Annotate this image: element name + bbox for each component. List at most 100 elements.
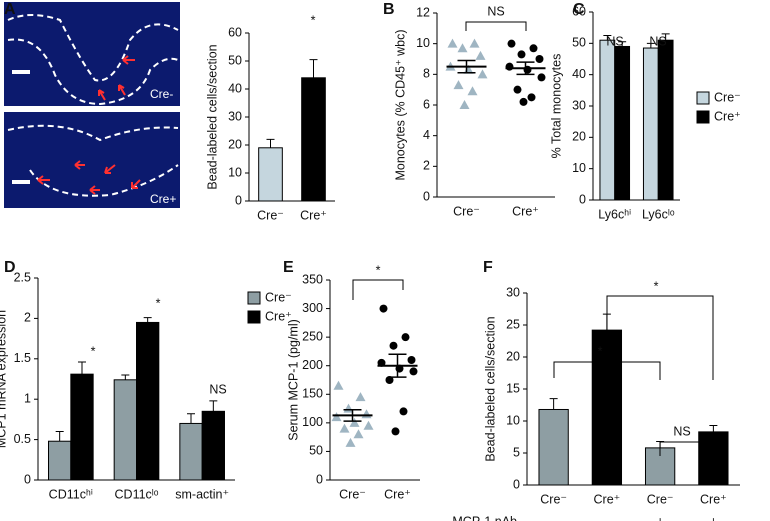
data-point <box>507 39 516 48</box>
legend-label: Cre⁻ <box>714 90 741 104</box>
y-tick-label: 0 <box>513 477 520 491</box>
y-tick-label: 2.5 <box>14 270 31 284</box>
y-tick-label: 60 <box>572 4 586 18</box>
x-tick-label: Cre⁺ <box>700 492 727 506</box>
y-tick-label: 20 <box>228 137 242 151</box>
legend-swatch <box>247 291 261 305</box>
data-point <box>513 85 522 94</box>
bar <box>657 39 674 201</box>
y-tick-label: 2 <box>423 159 430 173</box>
data-point <box>457 43 468 53</box>
bar <box>48 440 72 481</box>
bar <box>113 379 137 481</box>
y-tick-label: 150 <box>302 387 323 401</box>
data-point <box>453 80 464 90</box>
y-tick-label: 60 <box>228 25 242 39</box>
annotation: NS <box>209 382 226 396</box>
bar <box>70 373 94 481</box>
bar <box>698 431 729 486</box>
significance-bracket <box>659 441 714 456</box>
y-tick-label: 20 <box>572 130 586 144</box>
annotation: * <box>654 279 659 293</box>
sem-whisker <box>516 61 535 76</box>
y-tick-label: 10 <box>416 36 430 50</box>
y-tick-label: 6 <box>423 97 430 111</box>
y-tick-label: 0.5 <box>14 432 31 446</box>
annotation: * <box>156 296 161 310</box>
data-point <box>345 437 356 447</box>
bar <box>301 77 326 202</box>
data-point <box>519 97 528 106</box>
data-point <box>361 409 372 419</box>
y-tick-label: 5 <box>513 445 520 459</box>
y-tick-label: 15 <box>506 381 520 395</box>
panel-label: A <box>4 1 16 18</box>
row-value: + <box>656 514 663 521</box>
tissue-outline <box>7 38 179 106</box>
y-tick-label: 40 <box>228 81 242 95</box>
legend-label: Cre⁺ <box>265 309 292 323</box>
annotation: NS <box>673 424 690 438</box>
scale-bar <box>12 180 30 184</box>
data-point <box>391 427 400 436</box>
row-value: + <box>710 514 717 521</box>
significance-bracket <box>352 279 404 300</box>
sem-whisker <box>388 353 407 378</box>
bar <box>599 39 616 201</box>
image-label: Cre- <box>150 87 173 101</box>
significance-bracket <box>465 21 527 31</box>
annotation: * <box>91 344 96 358</box>
sem-whisker <box>457 59 476 74</box>
y-tick-label: 50 <box>228 53 242 67</box>
x-tick-label: CD11cˡᵒ <box>115 487 159 501</box>
y-tick-label: 10 <box>506 413 520 427</box>
x-tick-label: Cre⁻ <box>540 492 567 506</box>
y-tick-label: 350 <box>302 272 323 286</box>
data-point <box>339 423 350 433</box>
bar <box>201 410 225 481</box>
y-tick-label: 1 <box>24 391 31 405</box>
data-point <box>459 100 470 109</box>
annotation: NS <box>487 4 504 18</box>
y-tick-label: 20 <box>506 349 520 363</box>
y-tick-label: 300 <box>302 301 323 315</box>
data-point <box>535 55 544 63</box>
x-tick-label: Cre⁻ <box>647 492 674 506</box>
data-point <box>349 417 360 427</box>
data-point <box>523 65 532 74</box>
x-tick-label: Cre⁻ <box>257 208 284 222</box>
x-tick-label: Cre⁺ <box>512 204 539 218</box>
bar <box>179 422 203 481</box>
data-point <box>353 429 364 439</box>
y-tick-label: 40 <box>572 67 586 81</box>
x-tick-label: Cre⁺ <box>300 208 327 222</box>
y-tick-label: 8 <box>423 67 430 81</box>
annotation: * <box>311 13 316 27</box>
y-axis-label: Bead-labeled cells/section <box>205 44 219 189</box>
data-point <box>399 407 408 416</box>
bar <box>538 408 569 486</box>
y-axis-label: % Total monocytes <box>549 54 563 159</box>
x-tick-label: Cre⁻ <box>453 204 480 218</box>
data-point <box>529 44 538 53</box>
x-tick-label: CD11cʰⁱ <box>49 487 93 501</box>
panel-label: C <box>573 1 585 18</box>
bar <box>614 45 631 201</box>
data-point <box>409 367 418 376</box>
annotation: * <box>598 344 603 358</box>
x-tick-label: sm-actin⁺ <box>175 487 229 501</box>
arrows <box>37 55 141 195</box>
y-axis-label: Serum MCP-1 (pg/ml) <box>286 319 300 441</box>
data-point <box>505 62 514 71</box>
row-value: - <box>552 514 556 521</box>
x-tick-label: Cre⁻ <box>339 487 366 501</box>
y-tick-label: 30 <box>506 285 520 299</box>
significance-bracket <box>553 361 661 380</box>
data-point <box>385 376 394 384</box>
image-label: Cre+ <box>150 192 176 206</box>
x-tick-label: Ly6cʰⁱ <box>598 207 631 221</box>
legend-swatch <box>696 91 710 105</box>
data-point <box>469 38 480 48</box>
legend-label: Cre⁺ <box>714 109 741 123</box>
data-point <box>401 333 410 342</box>
